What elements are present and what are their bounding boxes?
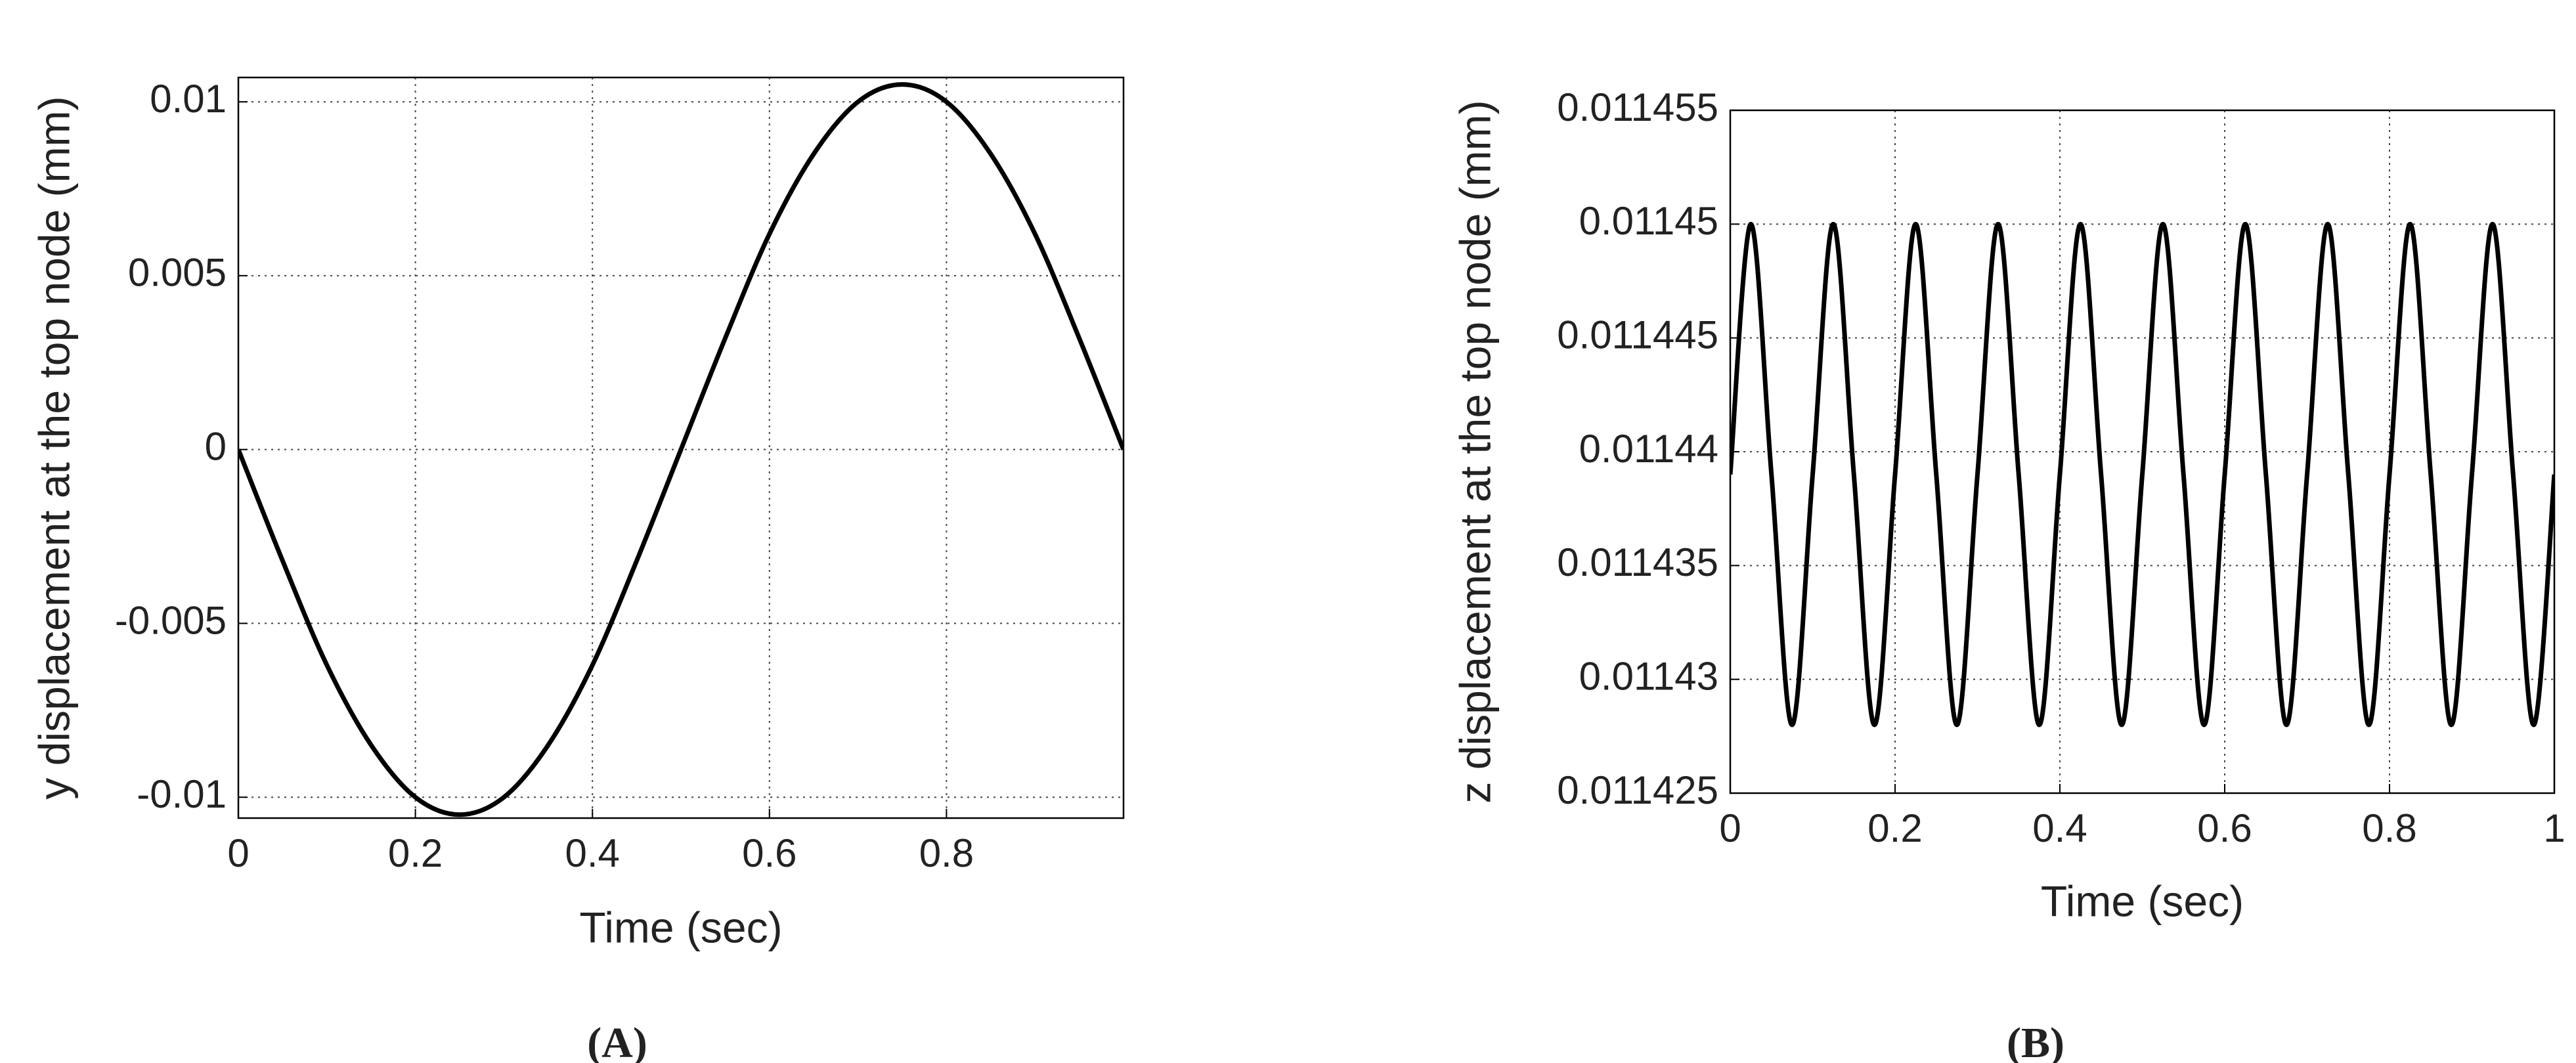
x-tick-label: 1 [2543, 806, 2565, 850]
y-axis-label: z displacement at the top node (mm) [1451, 100, 1499, 803]
caption: (A) [587, 1019, 647, 1063]
x-axis-label: Time (sec) [2041, 877, 2244, 925]
x-tick-label: 0.8 [2362, 806, 2416, 850]
x-tick-label: 0.4 [2032, 806, 2087, 850]
y-tick-label: 0 [205, 424, 227, 468]
x-tick-label: 0.6 [742, 831, 797, 875]
x-axis-label: Time (sec) [579, 903, 782, 951]
x-tick-label: 0.6 [2197, 806, 2252, 850]
data-line [238, 82, 1124, 817]
y-tick-label: 0.011445 [1557, 313, 1718, 357]
x-tick-label: 0.8 [919, 831, 974, 875]
y-tick-label: 0.01144 [1579, 427, 1718, 471]
x-tick-label: 0 [1719, 806, 1741, 850]
y-tick-label: -0.01 [137, 772, 227, 816]
x-tick-label: 0.2 [388, 831, 443, 875]
y-tick-label: 0.01 [150, 77, 227, 121]
y-tick-label: 0.011435 [1557, 540, 1718, 584]
y-tick-label: -0.005 [115, 598, 227, 642]
x-tick-label: 0.4 [565, 831, 619, 875]
y-tick-label: 0.01145 [1579, 199, 1718, 243]
x-tick-label: 0.2 [1867, 806, 1922, 850]
y-axis-label: y displacement at the top node (mm) [30, 96, 78, 799]
x-tick-label: 0 [227, 831, 249, 875]
data-line [1730, 221, 2554, 727]
y-tick-label: 0.011455 [1557, 85, 1718, 129]
y-tick-label: 0.005 [128, 251, 227, 295]
caption: (B) [2007, 1019, 2064, 1063]
y-tick-label: 0.011425 [1557, 768, 1718, 812]
y-tick-label: 0.01143 [1579, 655, 1718, 699]
